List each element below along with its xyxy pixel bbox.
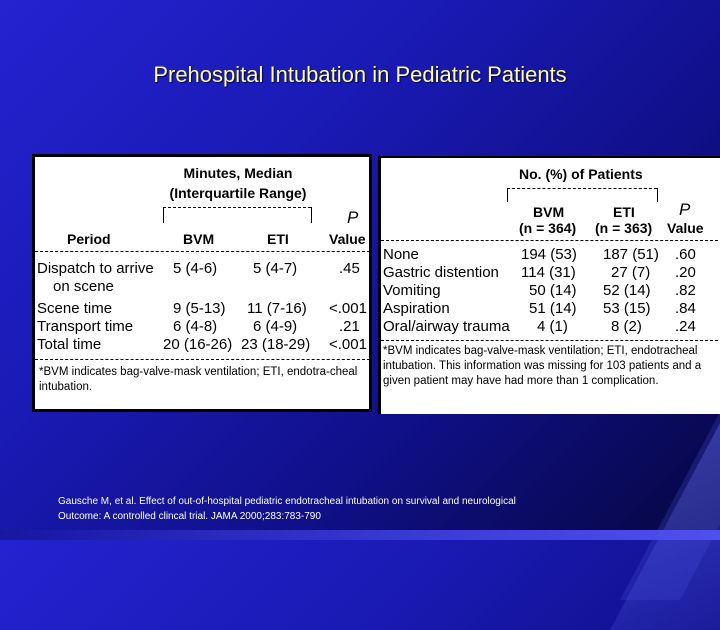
decorative-bottom-bar: [0, 530, 720, 540]
col-header-bvm: BVM: [533, 204, 565, 220]
col-header-eti-n: (n = 363): [595, 220, 653, 236]
header-rule-left: [507, 188, 508, 202]
p-header-italic: P: [347, 208, 359, 227]
group-header: No. (%) of Patients: [519, 166, 643, 182]
row-p: .82: [675, 282, 696, 299]
row-label: Oral/airway trauma: [383, 318, 510, 335]
citation-line: Gausche M, et al. Effect of out-of-hospi…: [58, 496, 516, 507]
row-label: Gastric distention: [383, 264, 499, 281]
col-header-eti: ETI: [613, 204, 635, 220]
row-period: Scene time: [37, 300, 113, 317]
row-p: <.001: [329, 336, 367, 353]
row-bvm: 20 (16-26): [163, 336, 233, 353]
row-p: .21: [339, 318, 360, 335]
header-rule: [163, 207, 311, 208]
row-bvm: 9 (5-13): [173, 300, 226, 317]
row-bvm: 50 (14): [529, 282, 577, 299]
row-period-cont: on scene: [53, 278, 114, 295]
row-p: .84: [675, 300, 696, 317]
body-divider: [381, 340, 720, 341]
slide-title: Prehospital Intubation in Pediatric Pati…: [153, 62, 567, 87]
row-p: <.001: [329, 300, 367, 317]
row-bvm: 4 (1): [537, 318, 568, 335]
row-period: Transport time: [37, 318, 134, 335]
row-p: .20: [675, 264, 696, 281]
row-period: Dispatch to arrive: [37, 260, 154, 277]
row-label: None: [383, 246, 419, 263]
row-eti: 5 (4-7): [253, 260, 298, 277]
row-bvm: 194 (53): [521, 246, 577, 263]
row-eti: 6 (4-9): [253, 318, 298, 335]
header-rule-left: [163, 207, 164, 223]
right-footnote: *BVM indicates bag-valve-mask ventilatio…: [383, 345, 702, 387]
col-header-eti: ETI: [267, 231, 289, 247]
row-p: .45: [339, 260, 360, 277]
row-bvm: 114 (31): [521, 264, 576, 281]
row-label: Vomiting: [383, 282, 441, 299]
row-bvm: 51 (14): [529, 300, 577, 317]
row-label: Aspiration: [383, 300, 450, 317]
header-divider: [381, 240, 720, 241]
row-eti: 53 (15): [603, 300, 651, 317]
row-eti: 187 (51): [603, 246, 659, 263]
header-divider: [35, 251, 369, 252]
row-eti: 27 (7): [611, 264, 651, 281]
col-header-bvm: BVM: [183, 231, 215, 247]
right-table-panel: No. (%) of Patients BVM (n = 364) ETI (n…: [378, 156, 720, 414]
p-header-italic: P: [679, 200, 691, 219]
header-rule-right: [657, 188, 658, 202]
col-header-p-value: Value: [329, 231, 366, 247]
col-header-p-value: Value: [667, 220, 704, 236]
row-eti: 23 (18-29): [241, 336, 311, 353]
header-rule: [507, 188, 657, 189]
col-header-bvm-n: (n = 364): [519, 220, 577, 236]
left-footnote: *BVM indicates bag-valve-mask ventilatio…: [39, 366, 358, 393]
group-header-line2: (Interquartile Range): [169, 185, 307, 201]
body-divider: [35, 359, 369, 360]
row-eti: 52 (14): [603, 282, 651, 299]
group-header-line1: Minutes, Median: [183, 165, 293, 181]
citation: Gausche M, et al. Effect of out-of-hospi…: [58, 494, 638, 524]
row-eti: 11 (7-16): [247, 300, 307, 317]
citation-line: Outcome: A controlled clincal trial. JAM…: [58, 511, 321, 522]
left-table-panel: Minutes, Median (Interquartile Range) P …: [32, 154, 372, 412]
row-bvm: 6 (4-8): [173, 318, 218, 335]
col-header-period: Period: [67, 231, 111, 247]
header-rule-right: [311, 207, 312, 223]
row-p: .60: [675, 246, 696, 263]
row-bvm: 5 (4-6): [173, 260, 218, 277]
row-period: Total time: [37, 336, 102, 353]
row-eti: 8 (2): [611, 318, 642, 335]
row-p: .24: [675, 318, 696, 335]
